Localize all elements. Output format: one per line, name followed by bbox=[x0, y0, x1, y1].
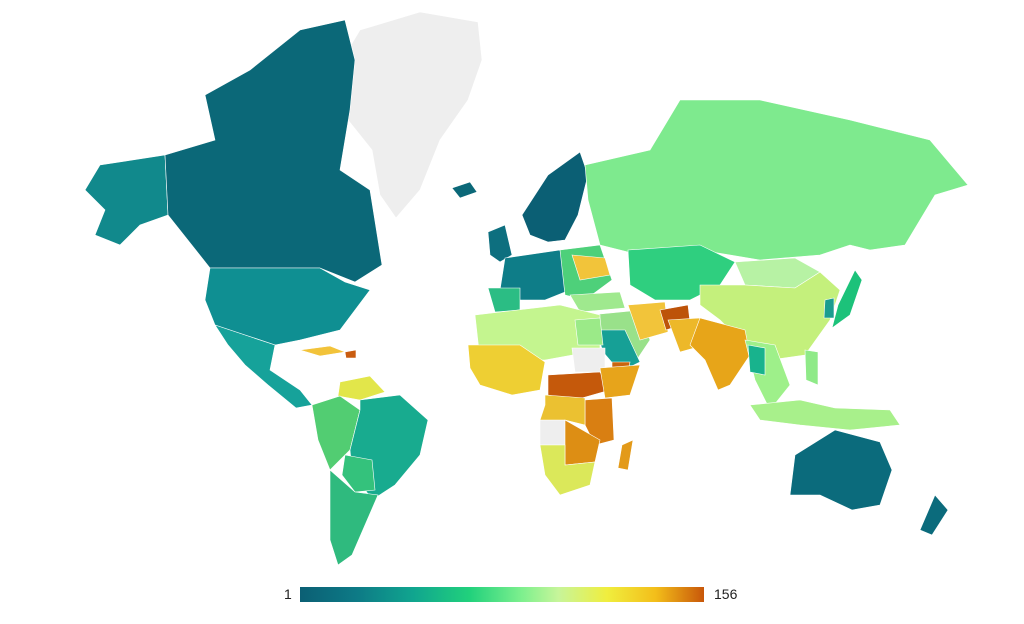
region-korea[interactable] bbox=[823, 297, 835, 319]
legend-gradient-bar bbox=[300, 587, 704, 602]
region-china[interactable] bbox=[699, 271, 841, 361]
region-scandinavia[interactable] bbox=[521, 151, 589, 243]
region-iberia[interactable] bbox=[487, 287, 521, 313]
region-central-africa[interactable] bbox=[547, 371, 611, 401]
region-west-africa[interactable] bbox=[467, 344, 546, 396]
region-usa[interactable] bbox=[204, 267, 371, 346]
region-canada[interactable] bbox=[164, 19, 383, 283]
region-uk[interactable] bbox=[487, 224, 513, 263]
region-alaska[interactable] bbox=[84, 154, 169, 246]
region-myanmar[interactable] bbox=[747, 344, 766, 376]
region-egypt[interactable] bbox=[574, 317, 604, 346]
region-iceland[interactable] bbox=[451, 181, 478, 199]
legend-max-label: 156 bbox=[714, 586, 738, 602]
region-ukraine[interactable] bbox=[571, 254, 611, 281]
region-venezuela[interactable] bbox=[337, 375, 386, 401]
region-iran[interactable] bbox=[627, 301, 669, 341]
region-japan[interactable] bbox=[831, 269, 863, 329]
region-caribbean[interactable] bbox=[299, 345, 347, 357]
region-russia[interactable] bbox=[584, 99, 969, 261]
legend-min-label: 1 bbox=[284, 586, 292, 602]
region-indonesia[interactable] bbox=[749, 399, 901, 431]
region-india[interactable] bbox=[689, 317, 751, 391]
region-new-zealand[interactable] bbox=[919, 494, 949, 536]
region-haiti[interactable] bbox=[344, 349, 357, 359]
region-philippines[interactable] bbox=[804, 349, 819, 386]
region-southern-cone[interactable] bbox=[329, 469, 379, 566]
region-congo[interactable] bbox=[539, 419, 566, 446]
region-australia[interactable] bbox=[789, 429, 893, 511]
region-southern-africa[interactable] bbox=[539, 444, 596, 496]
world-choropleth-map bbox=[84, 11, 969, 566]
region-madagascar[interactable] bbox=[617, 439, 634, 471]
region-horn-of-africa[interactable] bbox=[599, 364, 641, 399]
color-scale-legend: 1 156 bbox=[0, 580, 1024, 610]
region-bolivia[interactable] bbox=[341, 454, 376, 493]
region-turkey[interactable] bbox=[569, 291, 626, 313]
